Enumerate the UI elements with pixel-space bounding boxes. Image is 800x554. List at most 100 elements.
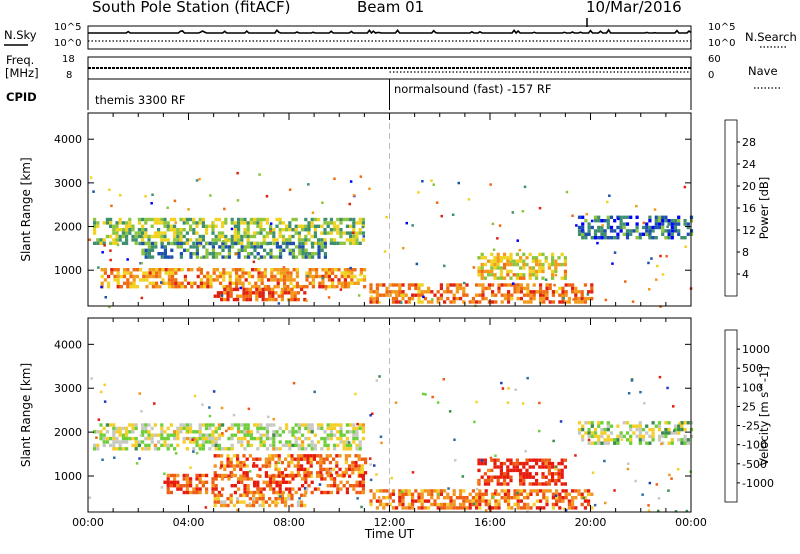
data-cell <box>243 433 247 437</box>
data-cell <box>287 291 291 295</box>
data-cell <box>499 256 503 260</box>
data-cell <box>121 433 125 437</box>
data-cell <box>150 440 154 444</box>
data-cell <box>577 431 582 435</box>
scatter-cell <box>685 509 689 513</box>
scatter-cell <box>362 235 365 238</box>
scatter-cell <box>103 244 106 247</box>
data-cell <box>355 231 359 235</box>
data-cell <box>132 278 136 282</box>
data-cell <box>551 269 555 274</box>
data-cell <box>513 489 517 493</box>
scatter-cell <box>201 403 204 406</box>
data-cell <box>195 224 199 228</box>
scatter-cell <box>442 378 445 381</box>
data-cell <box>121 231 125 235</box>
data-cell <box>357 464 361 468</box>
data-cell <box>274 464 278 468</box>
data-cell <box>240 443 244 448</box>
data-cell <box>526 496 530 500</box>
data-cell <box>285 426 289 431</box>
data-cell <box>603 219 607 223</box>
data-cell <box>337 281 341 285</box>
data-cell <box>320 241 324 246</box>
data-cell <box>477 269 481 274</box>
data-cell <box>382 489 386 493</box>
data-cell <box>398 502 402 507</box>
data-cell <box>269 443 273 448</box>
data-cell <box>609 215 614 219</box>
scatter-cell <box>189 466 192 469</box>
data-cell <box>326 473 330 478</box>
data-cell <box>118 447 122 451</box>
data-cell <box>471 300 475 304</box>
data-cell <box>93 430 97 434</box>
data-cell <box>326 221 330 225</box>
data-cell <box>221 477 225 481</box>
data-cell <box>391 300 395 304</box>
data-cell <box>213 493 217 497</box>
data-cell <box>622 215 626 219</box>
data-cell <box>677 232 681 236</box>
data-cell <box>251 274 255 279</box>
data-cell <box>153 423 157 427</box>
scatter-cell <box>305 299 308 302</box>
data-cell <box>203 274 207 279</box>
data-cell <box>625 438 630 442</box>
data-cell <box>125 433 129 437</box>
data-cell <box>279 271 283 275</box>
data-cell <box>248 294 252 298</box>
data-cell <box>515 252 519 257</box>
data-cell <box>265 484 269 488</box>
data-cell <box>290 297 294 302</box>
data-cell <box>125 436 129 441</box>
data-cell <box>147 255 151 259</box>
data-cell <box>361 430 365 434</box>
data-cell <box>507 496 511 500</box>
data-cell <box>308 271 312 275</box>
data-cell <box>493 276 497 280</box>
data-cell <box>577 229 582 233</box>
data-cell <box>235 278 239 282</box>
data-cell <box>459 286 463 291</box>
data-cell <box>195 430 199 434</box>
data-cell <box>161 278 165 282</box>
data-cell <box>484 286 488 291</box>
data-cell <box>229 493 233 497</box>
data-cell <box>459 489 463 493</box>
data-cell <box>372 296 376 301</box>
data-cell <box>118 228 122 232</box>
data-cell <box>547 262 551 267</box>
data-cell <box>112 430 116 434</box>
data-cell <box>606 219 610 223</box>
data-cell <box>352 440 356 444</box>
data-cell <box>564 492 568 496</box>
data-cell <box>278 447 282 451</box>
data-cell <box>430 496 434 500</box>
data-cell <box>638 236 642 240</box>
data-cell <box>512 461 516 466</box>
data-cell <box>526 290 530 294</box>
data-cell <box>237 252 241 256</box>
colorbar-tick-label: -500 <box>742 458 767 471</box>
data-cell <box>471 296 475 301</box>
data-cell <box>564 283 568 287</box>
data-cell <box>266 241 270 246</box>
data-cell <box>597 229 601 233</box>
data-cell <box>262 443 266 448</box>
nsky-trace <box>88 28 692 35</box>
data-cell <box>293 294 297 298</box>
data-cell <box>246 426 250 431</box>
data-cell <box>264 474 268 478</box>
data-cell <box>205 231 209 235</box>
data-cell <box>144 255 148 259</box>
data-cell <box>252 291 256 295</box>
colorbar-tick-label: -100 <box>742 439 767 452</box>
scatter-cell <box>670 477 673 480</box>
data-cell <box>361 480 365 484</box>
data-cell <box>519 475 523 479</box>
data-cell <box>240 234 244 239</box>
data-cell <box>500 283 504 287</box>
data-cell <box>102 436 106 441</box>
data-cell <box>452 506 456 510</box>
